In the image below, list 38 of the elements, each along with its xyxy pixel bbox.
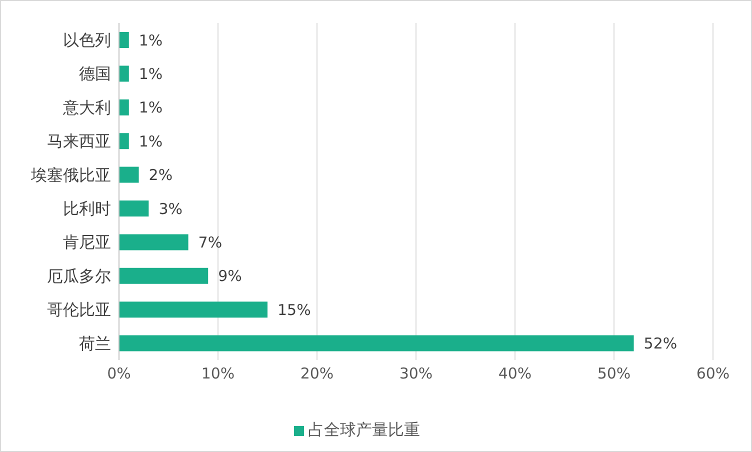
- y-tick-label: 以色列: [63, 30, 111, 50]
- bar: [119, 268, 208, 284]
- bar: [119, 133, 129, 150]
- data-label: 1%: [138, 98, 163, 117]
- y-tick-label: 厄瓜多尔: [47, 266, 111, 286]
- data-label: 15%: [278, 300, 311, 319]
- data-label: 52%: [644, 334, 678, 353]
- data-label: 1%: [138, 132, 163, 150]
- bar: [119, 32, 129, 48]
- y-tick-label: 比利时: [63, 199, 111, 218]
- bar: [119, 99, 129, 116]
- x-tick-label: 40%: [498, 364, 532, 383]
- y-tick-label: 荷兰: [79, 334, 111, 353]
- data-label: 2%: [148, 166, 173, 184]
- bar: [119, 302, 268, 318]
- bar: [119, 335, 634, 352]
- y-tick-label: 德国: [79, 64, 111, 84]
- legend-label: 占全球产量比重: [308, 420, 420, 439]
- bar: [119, 234, 188, 250]
- x-tick-label: 20%: [300, 364, 334, 383]
- x-tick-label: 60%: [696, 364, 730, 383]
- x-tick-label: 30%: [399, 364, 433, 383]
- data-label: 1%: [138, 31, 163, 50]
- data-label: 9%: [218, 267, 242, 286]
- x-tick-label: 10%: [201, 364, 235, 383]
- data-label: 7%: [198, 234, 222, 252]
- bar: [119, 166, 139, 183]
- y-tick-label: 肯尼亚: [63, 232, 111, 252]
- x-tick-label: 0%: [107, 364, 131, 383]
- y-tick-label: 埃塞俄比亚: [30, 165, 111, 184]
- y-tick-label: 马来西亚: [47, 132, 111, 151]
- y-tick-label: 意大利: [62, 98, 111, 117]
- data-label: 3%: [158, 200, 182, 218]
- data-label: 1%: [138, 65, 163, 84]
- bar: [119, 200, 149, 216]
- y-tick-label: 哥伦比亚: [47, 300, 111, 320]
- x-tick-label: 50%: [597, 364, 631, 383]
- bar: [119, 66, 129, 82]
